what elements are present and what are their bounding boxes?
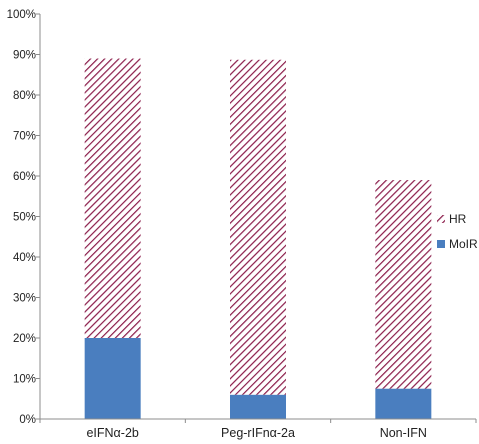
legend-swatch-hr <box>437 215 445 223</box>
bar-moir-2 <box>230 394 286 419</box>
bar-moir-3 <box>375 388 432 419</box>
bar-moir-1 <box>84 338 141 419</box>
y-tick-label: 10% <box>13 374 36 386</box>
bars <box>84 58 432 419</box>
x-tick-label: Non-IFN <box>380 426 427 440</box>
y-tick-label: 70% <box>13 131 36 143</box>
y-axis: 0% 10% 20% 30% 40% 50% 60% 70% 80% 90% 100% <box>7 9 41 426</box>
legend-swatch-moir <box>437 240 445 248</box>
legend-label-moir: MoIR <box>449 237 478 251</box>
bar-hr-3 <box>375 180 432 389</box>
y-tick-label: 20% <box>13 333 36 345</box>
y-tick-label: 60% <box>13 171 36 183</box>
bar-hr-2 <box>230 59 286 395</box>
y-tick-label: 100% <box>7 9 36 21</box>
x-tick-label: Peg-rIFnα-2a <box>221 426 295 440</box>
y-tick-label: 50% <box>13 212 36 224</box>
y-tick-label: 80% <box>13 90 36 102</box>
y-tick-label: 40% <box>13 252 36 264</box>
y-tick-label: 0% <box>19 414 36 426</box>
x-axis: eIFNα-2b Peg-rIFnα-2a Non-IFN <box>39 418 477 440</box>
bar-hr-1 <box>84 58 141 339</box>
y-tick-label: 90% <box>13 50 36 62</box>
legend: HR MoIR <box>437 212 478 251</box>
legend-label-hr: HR <box>449 212 467 226</box>
y-tick-label: 30% <box>13 293 36 305</box>
x-tick-label: eIFNα-2b <box>86 426 138 440</box>
